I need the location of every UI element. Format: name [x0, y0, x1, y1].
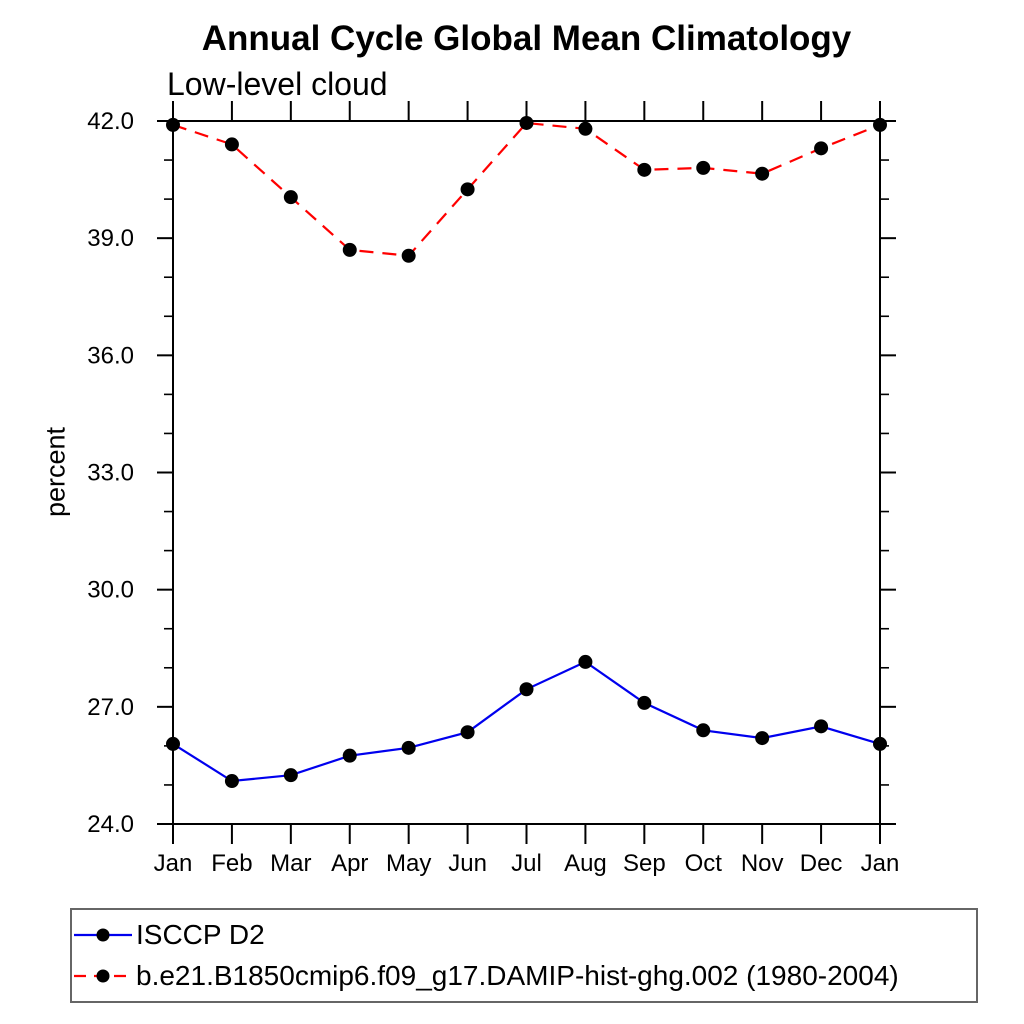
data-point [283, 768, 298, 783]
legend-marker-icon [96, 928, 110, 942]
legend-marker-icon [96, 969, 110, 983]
data-point [401, 248, 416, 263]
y-tick-label: 42.0 [87, 108, 134, 135]
data-point [873, 117, 887, 132]
data-point [166, 117, 180, 132]
data-point [696, 160, 711, 175]
y-tick-label: 33.0 [87, 460, 134, 487]
x-tick-label: Sep [623, 850, 666, 877]
legend-item-isccp-d2: ISCCP D2 [74, 919, 976, 950]
legend: ISCCP D2 b.e21.B1850cmip6.f09_g17.DAMIP-… [70, 908, 978, 1003]
y-tick-label: 30.0 [87, 577, 134, 604]
x-tick-label: May [386, 850, 431, 877]
x-tick-labels: Jan Feb Mar Apr May Jun Jul Aug Sep Oct Nov Dec Jan [154, 850, 900, 877]
legend-solid-line-marker-icon [74, 925, 132, 945]
x-tick-label: Dec [800, 850, 843, 877]
series-line [172, 121, 881, 257]
x-tick-label: Jan [861, 850, 900, 877]
x-tick-label: Aug [564, 850, 607, 877]
data-point [342, 242, 357, 257]
x-tick-label: Mar [270, 850, 311, 877]
data-point [283, 190, 298, 205]
data-point [578, 121, 593, 136]
data-point [814, 719, 829, 734]
data-point [224, 137, 239, 152]
data-point [460, 725, 475, 740]
y-tick-label: 36.0 [87, 342, 134, 369]
data-point [224, 774, 239, 789]
chart-subtitle: Low-level cloud [167, 66, 388, 102]
legend-swatch [74, 928, 132, 942]
x-tick-label: Feb [211, 850, 252, 877]
data-point [166, 736, 180, 751]
axis-ticks [157, 101, 896, 844]
y-tick-label: 24.0 [87, 811, 134, 838]
legend-swatch [74, 969, 132, 983]
x-tick-label: Oct [685, 850, 723, 877]
data-point [460, 182, 475, 197]
data-point [696, 723, 711, 738]
x-tick-label: Jul [511, 850, 542, 877]
y-tick-labels: 24.0 27.0 30.0 33.0 36.0 39.0 42.0 [87, 108, 134, 838]
data-point [519, 115, 534, 130]
legend-label: b.e21.B1850cmip6.f09_g17.DAMIP-hist-ghg.… [136, 960, 899, 991]
chart-title: Annual Cycle Global Mean Climatology [201, 19, 852, 58]
data-point [637, 695, 652, 710]
series-line [172, 660, 881, 783]
y-tick-label: 39.0 [87, 225, 134, 252]
x-tick-label: Jan [154, 850, 193, 877]
data-point [401, 740, 416, 755]
legend-label: ISCCP D2 [136, 919, 265, 950]
x-tick-label: Apr [331, 850, 368, 877]
data-point [637, 162, 652, 177]
series-0 [166, 654, 887, 789]
x-tick-label: Jun [448, 850, 487, 877]
data-point [755, 166, 770, 181]
x-tick-label: Nov [741, 850, 784, 877]
series-1 [166, 115, 887, 263]
data-point [814, 141, 829, 156]
legend-item-model-run: b.e21.B1850cmip6.f09_g17.DAMIP-hist-ghg.… [74, 960, 976, 991]
y-tick-label: 27.0 [87, 694, 134, 721]
data-point [519, 682, 534, 697]
data-point [755, 731, 770, 746]
legend-dashed-line-marker-icon [74, 966, 132, 986]
plot-frame [172, 120, 881, 825]
data-point [342, 748, 357, 763]
data-point [873, 736, 887, 751]
data-point [578, 654, 593, 669]
